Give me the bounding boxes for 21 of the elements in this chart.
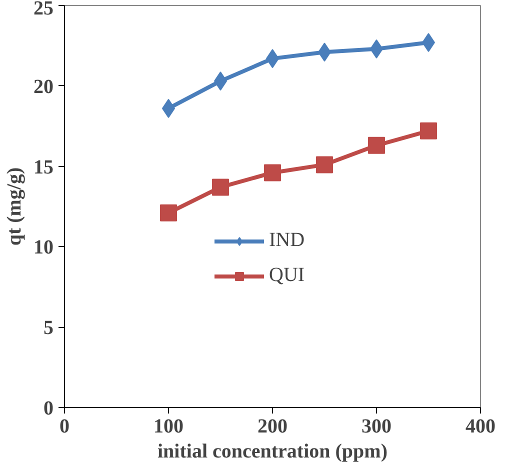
point <box>420 122 437 140</box>
point <box>316 156 333 174</box>
x-tick-label: 0 <box>60 416 70 438</box>
point <box>212 178 229 196</box>
x-axis-title: initial concentration (ppm) <box>158 440 388 462</box>
point <box>160 204 177 222</box>
x-tick-label: 400 <box>466 416 496 438</box>
y-tick-label: 0 <box>44 398 54 420</box>
legend-label: QUI <box>269 264 305 287</box>
y-tick-label: 5 <box>44 317 54 340</box>
y-tick-label: 10 <box>34 236 54 259</box>
y-axis-title: qt (mg/g) <box>4 167 26 246</box>
legend-label: IND <box>269 229 305 252</box>
x-tick-label: 300 <box>362 416 392 438</box>
y-tick-label: 20 <box>34 76 54 98</box>
y-tick-label: 25 <box>34 0 54 20</box>
y-tick-label: 15 <box>34 156 54 178</box>
point <box>264 164 281 182</box>
point <box>368 136 385 154</box>
x-tick-label: 100 <box>154 416 184 438</box>
x-tick-label: 200 <box>258 416 288 438</box>
